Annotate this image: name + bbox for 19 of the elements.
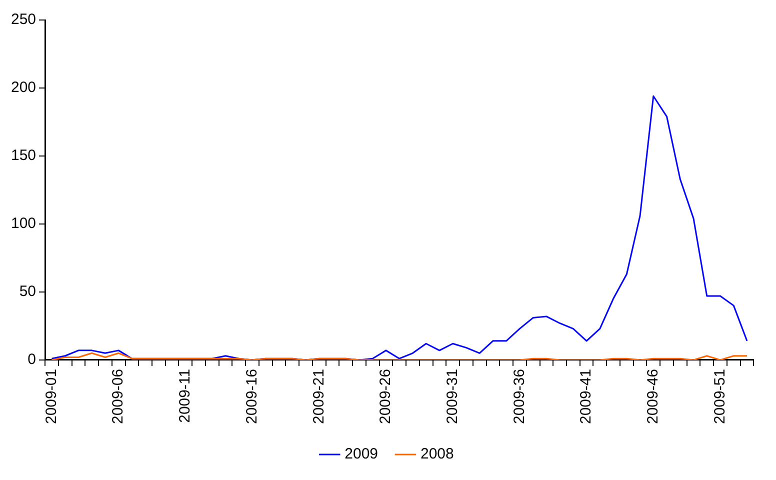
legend-label: 2008 xyxy=(420,446,454,463)
x-tick-label: 2009-31 xyxy=(444,368,461,424)
x-tick-label: 2009-11 xyxy=(176,368,194,423)
x-tick-label: 2009-46 xyxy=(644,368,662,424)
y-tick-label: 100 xyxy=(10,215,36,232)
y-tick-label: 50 xyxy=(19,283,36,300)
y-tick-label: 0 xyxy=(28,351,36,368)
y-tick-label: 250 xyxy=(10,11,36,28)
x-tick-label: 2009-16 xyxy=(243,368,260,424)
x-tick-label: 2009-06 xyxy=(110,368,127,424)
x-tick-label: 2009-21 xyxy=(310,368,328,424)
legend-label: 2009 xyxy=(344,446,378,463)
y-tick-label: 150 xyxy=(10,147,36,164)
x-tick-label: 2009-36 xyxy=(510,368,528,424)
x-tick-label: 2009-26 xyxy=(377,368,394,424)
x-tick-label: 2009-41 xyxy=(578,368,595,424)
x-tick-label: 2009-01 xyxy=(42,368,60,424)
x-tick-label: 2009-51 xyxy=(711,368,728,424)
y-tick-label: 200 xyxy=(10,79,36,96)
